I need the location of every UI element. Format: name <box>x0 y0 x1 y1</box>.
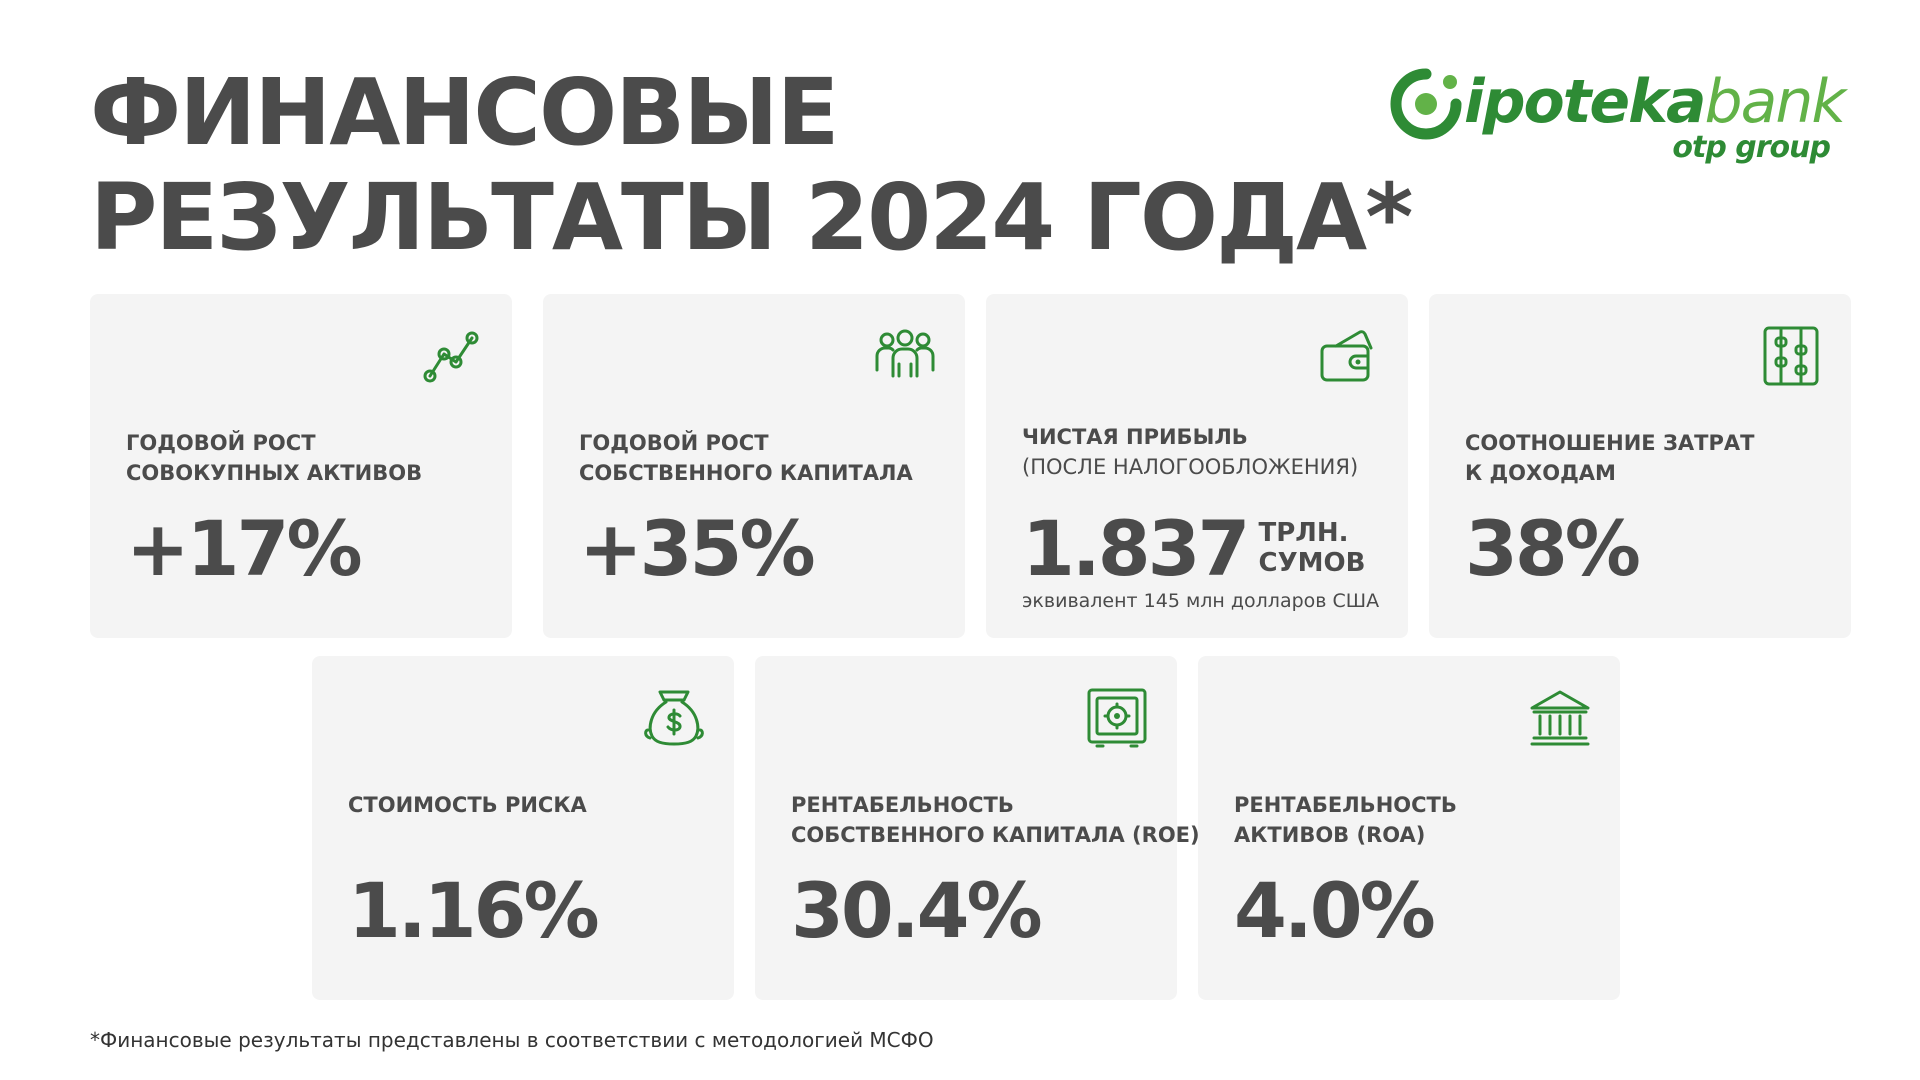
card-label-line: К ДОХОДАМ <box>1465 461 1616 485</box>
card-label-sub: (ПОСЛЕ НАЛОГООБЛОЖЕНИЯ) <box>1022 455 1359 479</box>
card-label-line: ГОДОВОЙ РОСТ <box>126 431 316 455</box>
wallet-icon <box>1316 324 1380 388</box>
card-label-line: ЧИСТАЯ ПРИБЫЛЬ <box>1022 425 1248 449</box>
card-label: СООТНОШЕНИЕ ЗАТРАТ К ДОХОДАМ <box>1465 428 1835 488</box>
card-value: 30.4% <box>791 866 1043 955</box>
card-value: 1.837 <box>1022 504 1250 593</box>
card-value: 38% <box>1465 504 1641 593</box>
card-label: ЧИСТАЯ ПРИБЫЛЬ (ПОСЛЕ НАЛОГООБЛОЖЕНИЯ) <box>1022 422 1392 482</box>
card-label: РЕНТАБЕЛЬНОСТЬ СОБСТВЕННОГО КАПИТАЛА (RO… <box>791 790 1200 850</box>
card-label: СТОИМОСТЬ РИСКА <box>348 790 718 820</box>
card-cost-of-risk: СТОИМОСТЬ РИСКА 1.16% <box>312 656 734 1000</box>
logo-subtitle: otp group <box>1672 130 1831 165</box>
card-label-line: РЕНТАБЕЛЬНОСТЬ <box>791 793 1014 817</box>
abacus-icon <box>1759 324 1823 388</box>
logo-word-bank: bank <box>1704 67 1847 137</box>
brand-logo: ipotekabank otp group <box>1390 62 1850 172</box>
card-label: РЕНТАБЕЛЬНОСТЬ АКТИВОВ (ROA) <box>1234 790 1604 850</box>
card-label: ГОДОВОЙ РОСТ СОБСТВЕННОГО КАПИТАЛА <box>579 428 949 488</box>
money-bag-icon <box>642 686 706 750</box>
title-line-2: РЕЗУЛЬТАТЫ 2024 ГОДА* <box>90 164 1413 271</box>
card-label-line: СОБСТВЕННОГО КАПИТАЛА <box>579 461 913 485</box>
card-label-line: СОВОКУПНЫХ АКТИВОВ <box>126 461 423 485</box>
card-label-line: СООТНОШЕНИЕ ЗАТРАТ <box>1465 431 1755 455</box>
bank-building-icon <box>1528 686 1592 750</box>
card-net-profit: ЧИСТАЯ ПРИБЫЛЬ (ПОСЛЕ НАЛОГООБЛОЖЕНИЯ) 1… <box>986 294 1408 638</box>
card-value-unit: ТРЛН. СУМОВ <box>1259 518 1366 578</box>
card-value: +35% <box>579 504 816 593</box>
card-note: эквивалент 145 млн долларов США <box>1022 590 1380 612</box>
logo-mark-icon <box>1390 68 1462 140</box>
card-label-line: АКТИВОВ (ROA) <box>1234 823 1426 847</box>
people-group-icon <box>873 324 937 388</box>
card-value: 4.0% <box>1234 866 1436 955</box>
card-label-line: РЕНТАБЕЛЬНОСТЬ <box>1234 793 1457 817</box>
card-label-line: СТОИМОСТЬ РИСКА <box>348 793 587 817</box>
card-label: ГОДОВОЙ РОСТ СОВОКУПНЫХ АКТИВОВ <box>126 428 496 488</box>
card-roe: РЕНТАБЕЛЬНОСТЬ СОБСТВЕННОГО КАПИТАЛА (RO… <box>755 656 1200 1000</box>
safe-icon <box>1085 686 1149 750</box>
card-value: 1.16% <box>348 866 600 955</box>
card-roa: РЕНТАБЕЛЬНОСТЬ АКТИВОВ (ROA) 4.0% <box>1198 656 1620 1000</box>
card-value: +17% <box>126 504 363 593</box>
unit-line: ТРЛН. <box>1258 518 1349 548</box>
title-line-1: ФИНАНСОВЫЕ <box>90 59 839 166</box>
card-cost-income: СООТНОШЕНИЕ ЗАТРАТ К ДОХОДАМ 38% <box>1429 294 1851 638</box>
card-label-line: СОБСТВЕННОГО КАПИТАЛА (ROE) <box>791 823 1200 847</box>
logo-wordmark: ipotekabank <box>1464 62 1847 142</box>
logo-word-ipoteka: ipoteka <box>1464 67 1707 137</box>
page-title: ФИНАНСОВЫЕ РЕЗУЛЬТАТЫ 2024 ГОДА* <box>90 59 1413 271</box>
card-equity-growth: ГОДОВОЙ РОСТ СОБСТВЕННОГО КАПИТАЛА +35% <box>543 294 965 638</box>
card-value-row: 1.837 ТРЛН. СУМОВ <box>1022 504 1365 594</box>
footnote: *Финансовые результаты представлены в со… <box>90 1028 934 1052</box>
unit-line: СУМОВ <box>1258 548 1366 578</box>
card-label-line: ГОДОВОЙ РОСТ <box>579 431 769 455</box>
card-assets-growth: ГОДОВОЙ РОСТ СОВОКУПНЫХ АКТИВОВ +17% <box>90 294 512 638</box>
growth-chart-icon <box>420 324 484 388</box>
